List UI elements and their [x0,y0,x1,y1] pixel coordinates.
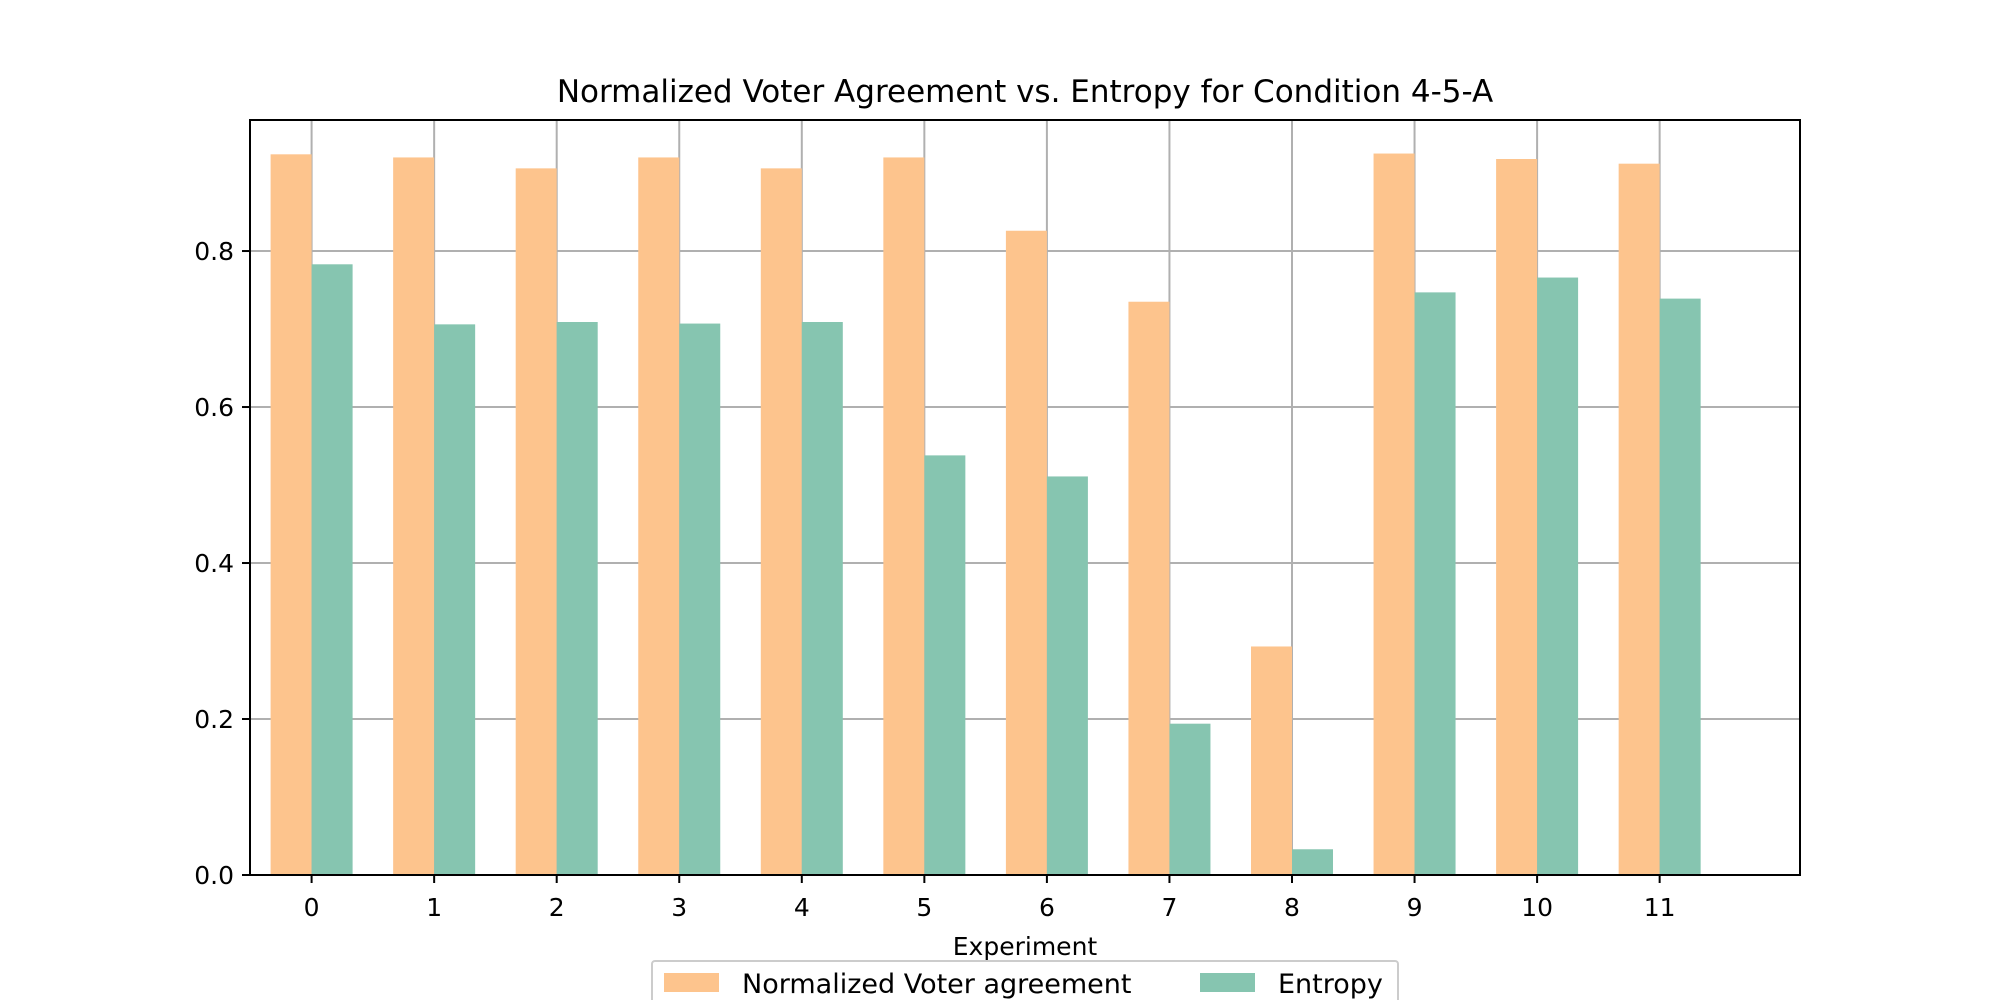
chart-title: Normalized Voter Agreement vs. Entropy f… [557,74,1493,110]
x-tick-label: 4 [794,893,810,922]
y-tick-label: 0.0 [194,861,234,890]
bar-voter-agreement-7 [1128,301,1170,876]
y-tick-label: 0.2 [194,705,234,734]
bar-entropy-9 [1414,292,1456,876]
bar-entropy-8 [1292,849,1333,875]
bar-voter-agreement-11 [1618,163,1660,876]
x-tick-label: 0 [304,893,320,922]
axis-ticks: 0.0 0.2 0.4 0.6 0.8 0 1 2 3 4 5 6 7 8 9 10 11 [194,237,1675,922]
legend-swatch-voter-agreement [664,973,719,992]
bar-entropy-2 [556,322,598,876]
bar-entropy-6 [1046,476,1088,875]
bar-voter-agreement-9 [1373,153,1415,876]
x-tick-label: 9 [1407,893,1423,922]
y-tick-label: 0.8 [194,237,234,266]
bar-voter-agreement-5 [883,157,925,876]
bar-voter-agreement-10 [1496,158,1538,876]
bar-voter-agreement-3 [638,157,680,876]
x-tick-label: 11 [1644,893,1676,922]
x-axis-label: Experiment [953,932,1098,961]
legend-swatch-entropy [1200,973,1255,992]
bar-voter-agreement-2 [515,168,557,876]
plot-frame [249,119,1801,876]
bar-entropy-0 [311,264,353,875]
y-tick-label: 0.4 [194,549,234,578]
legend: Normalized Voter agreement Entropy [651,960,1399,1000]
legend-label-voter-agreement: Normalized Voter agreement [742,969,1132,1000]
bars [270,153,1701,876]
x-tick-label: 10 [1521,893,1553,922]
bar-voter-agreement-1 [393,157,435,876]
x-tick-label: 6 [1039,893,1055,922]
bar-voter-agreement-6 [1005,230,1047,875]
x-tick-label: 8 [1284,893,1300,922]
x-tick-label: 2 [549,893,565,922]
bar-voter-agreement-8 [1251,646,1292,875]
bar-voter-agreement-4 [760,168,802,876]
bar-entropy-10 [1537,277,1579,876]
legend-label-entropy: Entropy [1278,969,1383,1000]
x-tick-label: 3 [671,893,687,922]
x-tick-label: 5 [916,893,932,922]
bar-entropy-4 [801,322,843,876]
x-tick-label: 7 [1161,893,1177,922]
y-tick-label: 0.6 [194,393,234,422]
bar-entropy-5 [924,455,966,875]
bar-voter-agreement-0 [270,154,312,875]
bar-entropy-1 [434,324,476,875]
bar-entropy-11 [1659,298,1701,875]
bar-entropy-7 [1169,723,1211,875]
x-tick-label: 1 [426,893,442,922]
bar-entropy-3 [679,323,721,875]
